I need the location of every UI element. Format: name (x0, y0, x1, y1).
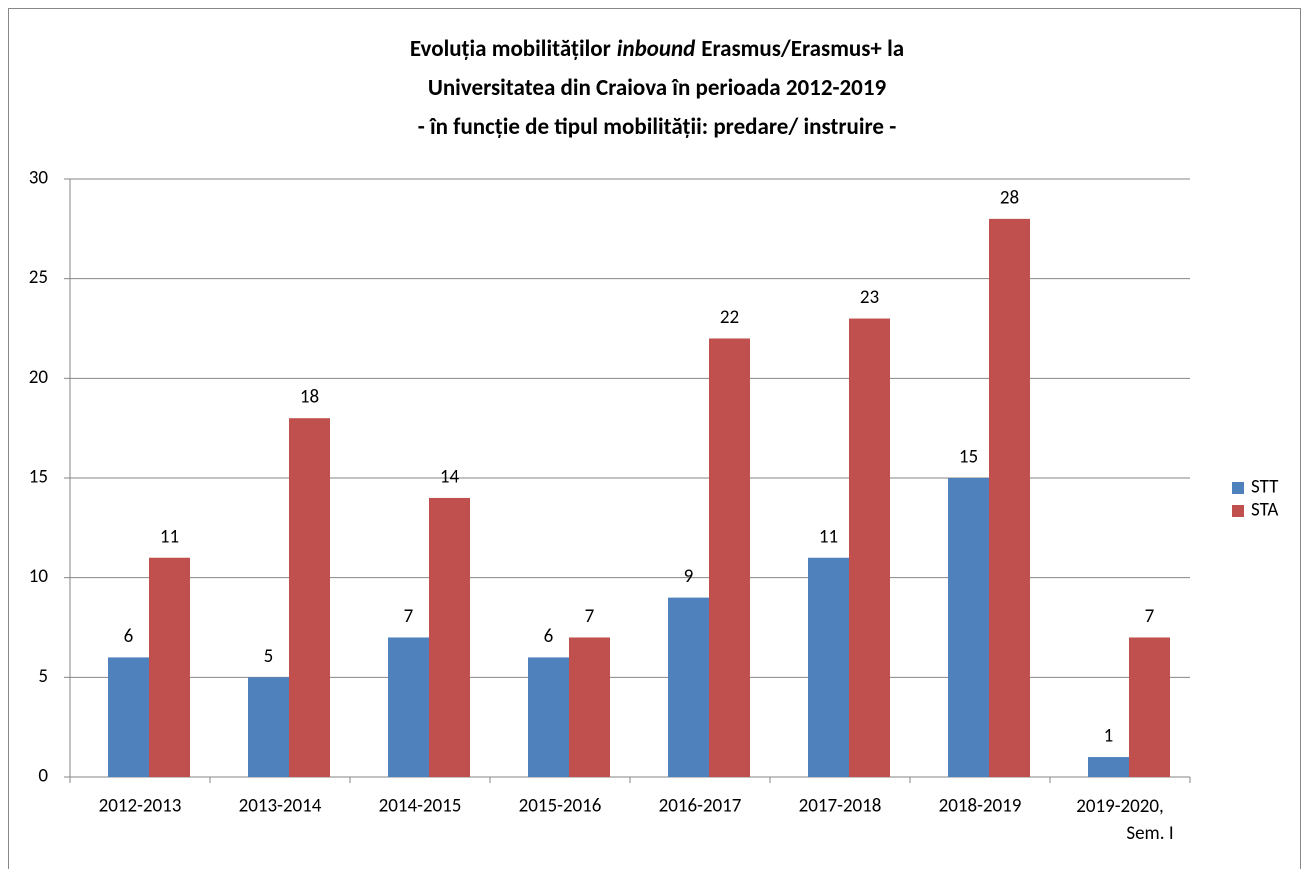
y-tick-label: 25 (29, 266, 48, 289)
bar (1129, 637, 1170, 777)
title-part: Evoluția mobilităților (410, 35, 611, 63)
y-tick-label: 5 (38, 665, 48, 688)
y-tick-label: 15 (29, 466, 48, 489)
data-label: 1 (1104, 725, 1114, 748)
legend-swatch (1232, 505, 1244, 517)
legend-label: STT (1251, 476, 1279, 499)
legend-swatch (1232, 482, 1244, 494)
data-label: 11 (819, 525, 838, 548)
data-label: 18 (300, 386, 319, 409)
data-label: 14 (440, 465, 460, 488)
data-label: 7 (1145, 605, 1155, 628)
chart-title: Universitatea din Craiova în perioada 20… (428, 74, 887, 102)
x-tick-label: 2018-2019 (939, 795, 1022, 818)
data-label: 6 (124, 625, 134, 648)
data-label: 22 (720, 306, 739, 329)
title-part: inbound (617, 35, 696, 63)
legend-label: STA (1251, 499, 1278, 522)
x-tick-label: 2012-2013 (99, 795, 182, 818)
data-label: 28 (1000, 186, 1019, 209)
data-label: 7 (585, 605, 595, 628)
bar (248, 677, 289, 777)
y-tick-label: 20 (29, 366, 49, 389)
title-part: Universitatea din Craiova în perioada 20… (428, 74, 887, 102)
title-part: - în funcție de tipul mobilității: preda… (418, 113, 897, 141)
data-label: 6 (544, 625, 554, 648)
bar (429, 497, 470, 777)
chart-title: Evoluția mobilităților inbound Erasmus/Era… (410, 35, 904, 63)
bar (569, 637, 610, 777)
bar (149, 557, 190, 777)
x-tick-label: 2017-2018 (799, 795, 882, 818)
bar (948, 478, 989, 777)
bar (668, 597, 709, 777)
bar (1088, 757, 1129, 777)
bar (709, 338, 750, 777)
label-line: Sem. I (1126, 822, 1173, 845)
x-tick-label: 2015-2016 (519, 795, 602, 818)
bar (108, 657, 149, 777)
x-tick-label: 2016-2017 (659, 795, 742, 818)
bar (989, 218, 1030, 777)
bar (849, 318, 890, 777)
bar (388, 637, 429, 777)
bar (808, 557, 849, 777)
chart-title: - în funcție de tipul mobilității: preda… (418, 113, 897, 141)
data-label: 7 (404, 605, 414, 628)
data-label: 15 (959, 446, 978, 469)
x-tick-label: 2019-2020, Sem. I (1076, 795, 1173, 845)
x-tick-label: 2013-2014 (239, 795, 322, 818)
data-label: 11 (160, 525, 179, 548)
y-tick-label: 0 (38, 765, 48, 788)
title-part: Erasmus/Erasmus+ la (701, 35, 904, 63)
chart-border (8, 8, 1301, 874)
bar (289, 418, 330, 777)
data-label: 23 (860, 286, 879, 309)
data-label: 5 (264, 645, 274, 668)
bar (528, 657, 569, 777)
y-tick-label: 10 (29, 565, 49, 588)
y-tick-label: 30 (29, 167, 49, 190)
label-line: 2019-2020, (1076, 795, 1164, 818)
data-label: 9 (684, 565, 694, 588)
x-tick-label: 2014-2015 (379, 795, 462, 818)
